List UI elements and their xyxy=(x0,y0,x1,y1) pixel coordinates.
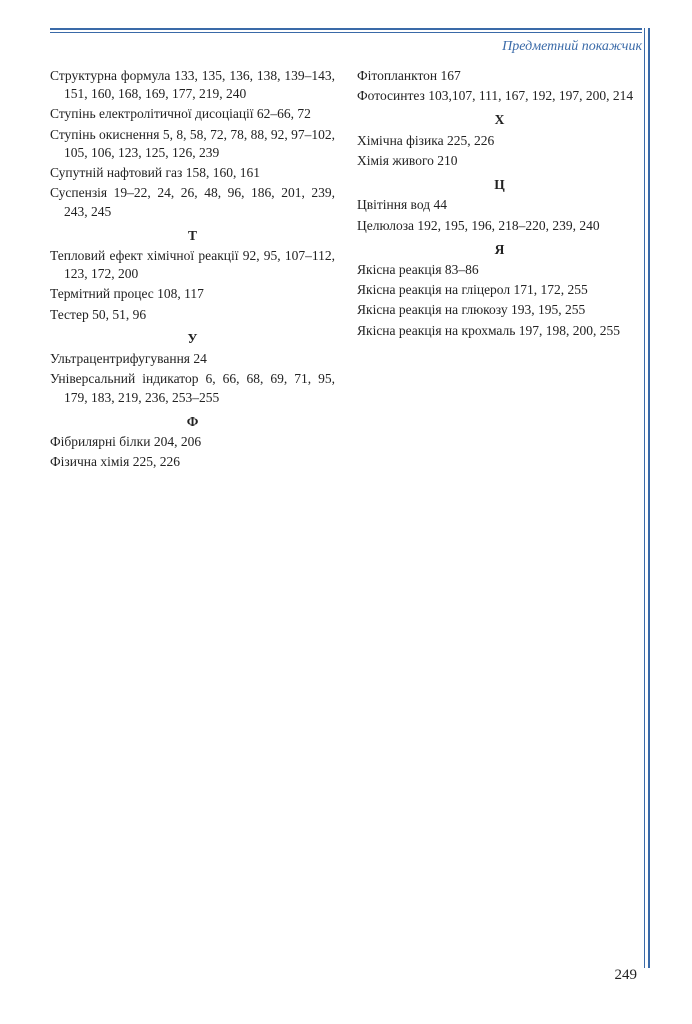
index-entry: Якісна реакція на глюкозу 193, 195, 255 xyxy=(357,301,642,319)
index-entry: Цвітіння вод 44 xyxy=(357,196,642,214)
index-entry: Ступінь окиснення 5, 8, 58, 72, 78, 88, … xyxy=(50,126,335,162)
index-section-head: У xyxy=(50,330,335,348)
index-entry: Хімія живого 210 xyxy=(357,152,642,170)
index-section-head: Х xyxy=(357,111,642,129)
page-number: 249 xyxy=(615,967,638,984)
index-entry: Суспензія 19–22, 24, 26, 48, 96, 186, 20… xyxy=(50,184,335,220)
index-columns: Структурна формула 133, 135, 136, 138, 1… xyxy=(50,67,642,473)
index-entry: Якісна реакція на гліцерол 171, 172, 255 xyxy=(357,281,642,299)
index-section-head: Я xyxy=(357,241,642,259)
margin-rule-inner xyxy=(644,28,645,968)
index-entry: Тестер 50, 51, 96 xyxy=(50,306,335,324)
index-entry: Фотосинтез 103,107, 111, 167, 192, 197, … xyxy=(357,87,642,105)
index-entry: Якісна реакція на крохмаль 197, 198, 200… xyxy=(357,322,642,340)
index-column-left: Структурна формула 133, 135, 136, 138, 1… xyxy=(50,67,335,473)
index-entry: Термітний процес 108, 117 xyxy=(50,285,335,303)
index-entry: Супутній нафтовий газ 158, 160, 161 xyxy=(50,164,335,182)
page-header-title: Предметний покажчик xyxy=(50,39,642,55)
index-entry: Фізична хімія 225, 226 xyxy=(50,453,335,471)
page-container: Предметний покажчик Структурна формула 1… xyxy=(0,0,692,1024)
margin-rule-outer xyxy=(648,28,650,968)
index-entry: Фібрилярні білки 204, 206 xyxy=(50,433,335,451)
index-entry: Ультрацентрифугування 24 xyxy=(50,350,335,368)
index-entry: Целюлоза 192, 195, 196, 218–220, 239, 24… xyxy=(357,217,642,235)
index-entry: Якісна реакція 83–86 xyxy=(357,261,642,279)
index-section-head: Ц xyxy=(357,176,642,194)
header-rule-sub xyxy=(50,32,642,33)
index-entry: Ступінь електролітичної дисоціації 62–66… xyxy=(50,105,335,123)
index-column-right: Фітопланктон 167 Фотосинтез 103,107, 111,… xyxy=(357,67,642,473)
index-entry: Хімічна фізика 225, 226 xyxy=(357,132,642,150)
index-entry: Структурна формула 133, 135, 136, 138, 1… xyxy=(50,67,335,103)
header-rule-top xyxy=(50,28,642,30)
index-section-head: Т xyxy=(50,227,335,245)
index-entry: Універсальний індикатор 6, 66, 68, 69, 7… xyxy=(50,370,335,406)
index-entry: Фітопланктон 167 xyxy=(357,67,642,85)
index-entry: Тепловий ефект хімічної реакції 92, 95, … xyxy=(50,247,335,283)
index-section-head: Ф xyxy=(50,413,335,431)
